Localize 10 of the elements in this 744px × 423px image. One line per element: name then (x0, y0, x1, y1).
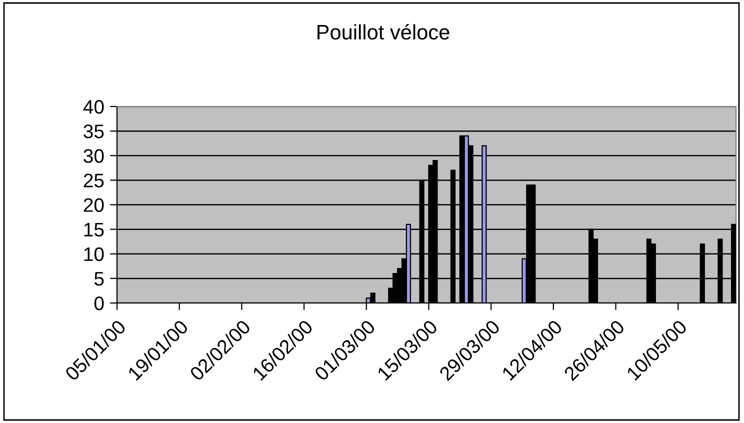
y-tick-label: 35 (84, 124, 104, 138)
y-tick-label: 5 (94, 272, 104, 286)
y-tick-label: 40 (83, 100, 104, 114)
chart-title: Pouillot véloce (318, 24, 450, 40)
y-tick-label: 25 (84, 174, 104, 188)
y-tick-label: 0 (94, 296, 104, 310)
y-tick-label: 15 (84, 222, 104, 237)
y-tick-label: 10 (84, 247, 104, 262)
y-tick-label: 30 (84, 149, 104, 163)
y-tick-label: 20 (84, 198, 104, 212)
